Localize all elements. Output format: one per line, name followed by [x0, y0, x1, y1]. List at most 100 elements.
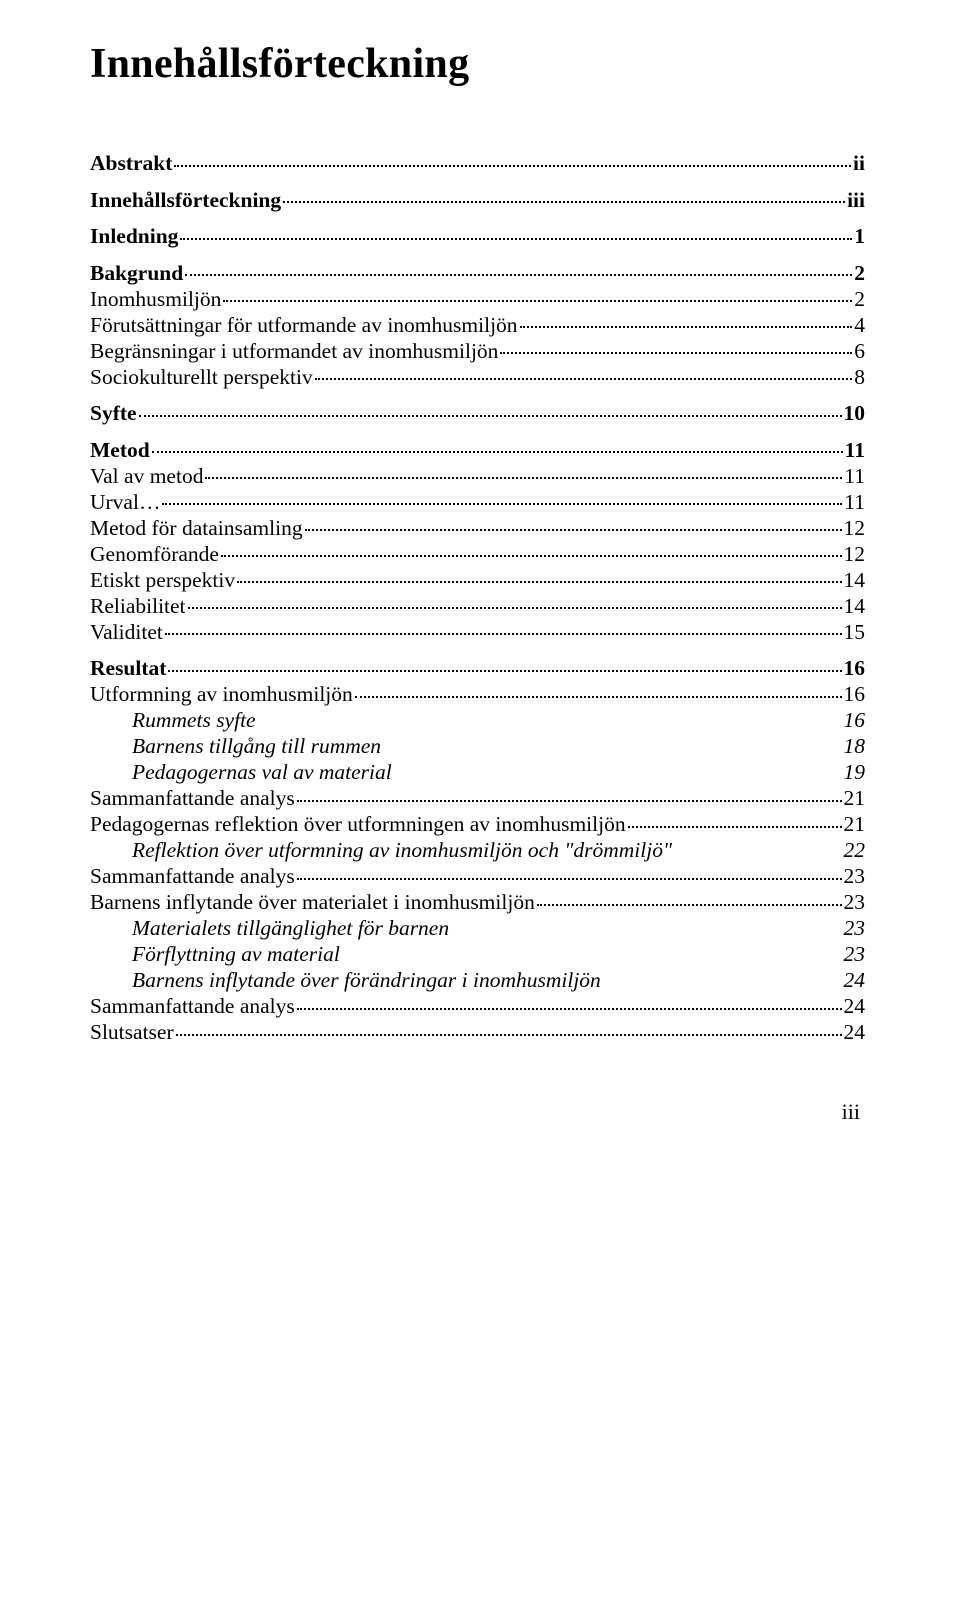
toc-entry-page: 1: [854, 226, 865, 248]
toc-entry-label: Metod: [90, 440, 150, 462]
toc-list: Abstrakt ii Innehållsförteckning iii Inledni…: [90, 153, 865, 1044]
toc-leader-dots: [315, 378, 853, 380]
toc-entry-label: Genomförande: [90, 544, 219, 566]
toc-leader-dots: [205, 477, 842, 479]
toc-entry-page: 23: [844, 866, 866, 888]
toc-entry-label: Barnens inflytande över materialet i ino…: [90, 892, 535, 914]
toc-row: Etiskt perspektiv14: [90, 570, 865, 592]
toc-row: Barnens inflytande över förändringar i i…: [90, 970, 865, 992]
toc-row: Sociokulturellt perspektiv8: [90, 367, 865, 389]
toc-leader-dots: [305, 529, 842, 531]
toc-row: Sammanfattande analys 23: [90, 866, 865, 888]
toc-leader-dots: [500, 352, 852, 354]
toc-leader-dots: [520, 326, 853, 328]
toc-entry-label: Val av metod: [90, 466, 203, 488]
toc-entry-label: Pedagogernas val av material: [132, 762, 392, 784]
toc-row: Barnens tillgång till rummen 18: [90, 736, 865, 758]
toc-entry-label: Barnens tillgång till rummen: [132, 736, 381, 758]
toc-row: Utformning av inomhusmiljön 16: [90, 684, 865, 706]
toc-entry-page: 12: [844, 518, 866, 540]
toc-entry-label: Barnens inflytande över förändringar i i…: [132, 970, 601, 992]
toc-row: Inomhusmiljön2: [90, 289, 865, 311]
toc-row: Genomförande12: [90, 544, 865, 566]
toc-entry-page: 11: [844, 492, 865, 514]
toc-entry-page: 16: [844, 684, 866, 706]
toc-row: Validitet15: [90, 622, 865, 644]
toc-entry-label: Urval…: [90, 492, 160, 514]
toc-entry-page: 16: [844, 658, 866, 680]
toc-row: Innehållsförteckning iii: [90, 190, 865, 212]
toc-leader-dots: [223, 300, 852, 302]
toc-row: Rummets syfte 16: [90, 710, 865, 732]
toc-entry-page: 16: [844, 710, 866, 732]
toc-leader-dots: [162, 503, 842, 505]
toc-entry-page: ii: [853, 153, 865, 175]
toc-row: Metod för datainsamling 12: [90, 518, 865, 540]
toc-entry-label: Abstrakt: [90, 153, 172, 175]
footer-page-number: iii: [90, 1099, 865, 1125]
toc-leader-dots: [283, 201, 845, 203]
toc-row: Sammanfattande analys24: [90, 996, 865, 1018]
toc-entry-page: 21: [844, 814, 866, 836]
toc-entry-label: Utformning av inomhusmiljön: [90, 684, 353, 706]
toc-row: Reliabilitet14: [90, 596, 865, 618]
toc-leader-dots: [174, 165, 851, 167]
toc-entry-label: Reliabilitet: [90, 596, 186, 618]
toc-row: Barnens inflytande över materialet i ino…: [90, 892, 865, 914]
toc-leader-dots: [176, 1034, 842, 1036]
toc-entry-page: 18: [844, 736, 866, 758]
toc-entry-page: 23: [844, 918, 866, 940]
toc-entry-page: 24: [844, 970, 866, 992]
toc-entry-label: Förflyttning av material: [132, 944, 340, 966]
toc-leader-dots: [297, 800, 842, 802]
toc-leader-dots: [355, 696, 842, 698]
toc-entry-label: Resultat: [90, 658, 166, 680]
toc-entry-page: 22: [844, 840, 866, 862]
toc-entry-label: Rummets syfte: [132, 710, 256, 732]
toc-leader-dots: [297, 1008, 842, 1010]
toc-leader-dots: [628, 826, 842, 828]
toc-entry-page: 24: [844, 1022, 866, 1044]
toc-entry-page: 2: [854, 263, 865, 285]
toc-entry-label: Innehållsförteckning: [90, 190, 281, 212]
toc-row: Pedagogernas reflektion över utformninge…: [90, 814, 865, 836]
toc-entry-label: Pedagogernas reflektion över utformninge…: [90, 814, 626, 836]
toc-row: Val av metod 11: [90, 466, 865, 488]
toc-entry-page: 10: [844, 403, 866, 425]
toc-row: Syfte 10: [90, 403, 865, 425]
toc-row: Inledning1: [90, 226, 865, 248]
toc-row: Förutsättningar för utformande av inomhu…: [90, 315, 865, 337]
toc-entry-label: Sammanfattande analys: [90, 996, 295, 1018]
toc-leader-dots: [188, 607, 842, 609]
toc-row: Abstrakt ii: [90, 153, 865, 175]
toc-row: Urval… 11: [90, 492, 865, 514]
toc-leader-dots: [152, 451, 843, 453]
toc-entry-label: Etiskt perspektiv: [90, 570, 235, 592]
toc-row: Resultat 16: [90, 658, 865, 680]
toc-entry-page: 6: [854, 341, 865, 363]
toc-row: Sammanfattande analys21: [90, 788, 865, 810]
toc-row: Metod11: [90, 440, 865, 462]
toc-entry-page: 11: [844, 466, 865, 488]
toc-row: Slutsatser 24: [90, 1022, 865, 1044]
toc-leader-dots: [221, 555, 842, 557]
toc-entry-label: Sammanfattande analys: [90, 866, 295, 888]
toc-entry-label: Bakgrund: [90, 263, 183, 285]
toc-entry-page: iii: [847, 190, 865, 212]
toc-entry-label: Metod för datainsamling: [90, 518, 303, 540]
toc-entry-page: 8: [854, 367, 865, 389]
toc-entry-label: Begränsningar i utformandet av inomhusmi…: [90, 341, 498, 363]
toc-entry-page: 2: [854, 289, 865, 311]
toc-entry-label: Reflektion över utformning av inomhusmil…: [132, 840, 672, 862]
toc-row: Reflektion över utformning av inomhusmil…: [90, 840, 865, 862]
toc-entry-page: 4: [854, 315, 865, 337]
toc-entry-label: Slutsatser: [90, 1022, 174, 1044]
toc-row: Förflyttning av material 23: [90, 944, 865, 966]
toc-leader-dots: [237, 581, 841, 583]
toc-leader-dots: [180, 238, 852, 240]
toc-entry-label: Förutsättningar för utformande av inomhu…: [90, 315, 518, 337]
page-title: Innehållsförteckning: [90, 40, 865, 88]
toc-entry-label: Syfte: [90, 403, 137, 425]
toc-entry-page: 19: [844, 762, 866, 784]
toc-entry-page: 23: [844, 944, 866, 966]
